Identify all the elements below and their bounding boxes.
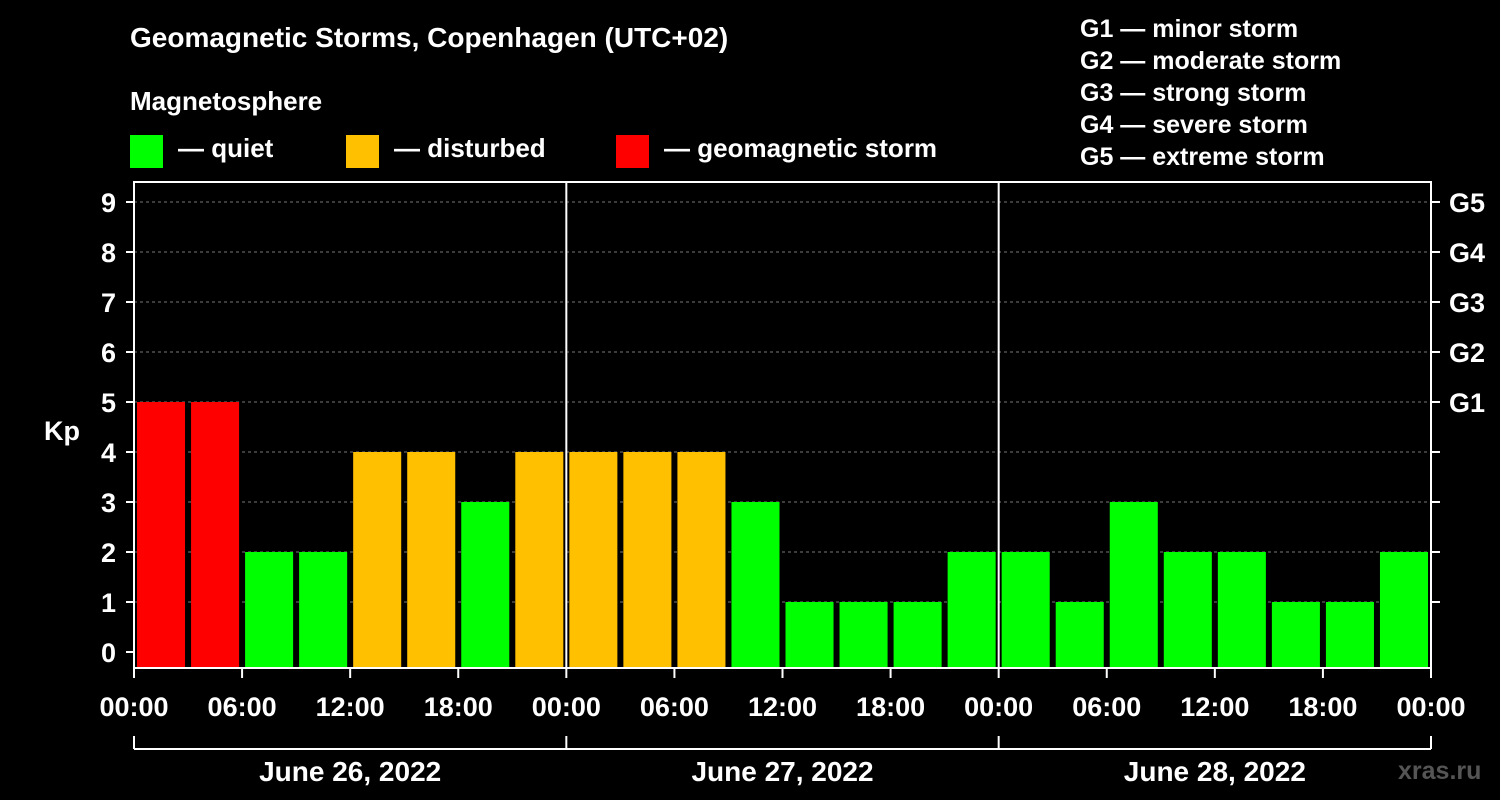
kp-bar-2 bbox=[245, 552, 294, 668]
kp-bar-5 bbox=[407, 452, 456, 668]
legend-label-quiet: — quiet bbox=[178, 133, 274, 163]
legend-label-disturbed: — disturbed bbox=[394, 133, 546, 163]
x-tick-label: 00:00 bbox=[532, 692, 601, 722]
kp-bar-17 bbox=[1055, 602, 1104, 668]
kp-bar-15 bbox=[947, 552, 996, 668]
y-tick-label: 5 bbox=[101, 388, 116, 418]
legend-label-storm: — geomagnetic storm bbox=[664, 133, 938, 163]
y-tick-label: 7 bbox=[101, 288, 116, 318]
x-tick-label: 12:00 bbox=[316, 692, 385, 722]
date-label: June 26, 2022 bbox=[259, 756, 441, 787]
g-legend-g4: G4 — severe storm bbox=[1080, 111, 1308, 139]
g-level-label: G5 bbox=[1449, 188, 1485, 218]
kp-bar-16 bbox=[1001, 552, 1050, 668]
legend-swatch-storm bbox=[616, 135, 649, 168]
kp-bar-11 bbox=[731, 502, 780, 668]
kp-bar-1 bbox=[191, 402, 240, 668]
chart-title: Geomagnetic Storms, Copenhagen (UTC+02) bbox=[130, 22, 729, 53]
g-legend-g1: G1 — minor storm bbox=[1080, 15, 1299, 43]
kp-bar-20 bbox=[1217, 552, 1266, 668]
x-tick-label: 06:00 bbox=[208, 692, 277, 722]
watermark: xras.ru bbox=[1398, 757, 1482, 785]
y-tick-label: 9 bbox=[101, 188, 116, 218]
g-level-label: G1 bbox=[1449, 388, 1485, 418]
y-tick-label: 3 bbox=[101, 488, 116, 518]
x-tick-label: 00:00 bbox=[964, 692, 1033, 722]
y-axis-label: Kp bbox=[44, 416, 80, 446]
kp-bar-0 bbox=[137, 402, 186, 668]
kp-bar-19 bbox=[1163, 552, 1212, 668]
kp-bar-14 bbox=[893, 602, 942, 668]
kp-bar-10 bbox=[677, 452, 726, 668]
g-level-label: G2 bbox=[1449, 338, 1485, 368]
y-tick-label: 6 bbox=[101, 338, 116, 368]
kp-bar-18 bbox=[1109, 502, 1158, 668]
date-label: June 28, 2022 bbox=[1124, 756, 1306, 787]
g-level-label: G4 bbox=[1449, 238, 1485, 268]
x-tick-label: 18:00 bbox=[856, 692, 925, 722]
kp-bar-6 bbox=[461, 502, 510, 668]
chart-subtitle: Magnetosphere bbox=[130, 86, 323, 116]
date-label: June 27, 2022 bbox=[691, 756, 873, 787]
legend-swatch-quiet bbox=[130, 135, 163, 168]
kp-bar-3 bbox=[299, 552, 348, 668]
kp-bar-9 bbox=[623, 452, 672, 668]
x-tick-label: 18:00 bbox=[1288, 692, 1357, 722]
y-tick-label: 1 bbox=[101, 588, 116, 618]
x-tick-label: 00:00 bbox=[1396, 692, 1465, 722]
kp-bar-23 bbox=[1379, 552, 1428, 668]
g-level-label: G3 bbox=[1449, 288, 1485, 318]
g-legend-g2: G2 — moderate storm bbox=[1080, 47, 1342, 75]
kp-bar-4 bbox=[353, 452, 402, 668]
kp-bar-21 bbox=[1271, 602, 1320, 668]
y-tick-label: 2 bbox=[101, 538, 116, 568]
kp-bar-13 bbox=[839, 602, 888, 668]
x-tick-label: 06:00 bbox=[640, 692, 709, 722]
x-tick-label: 12:00 bbox=[1180, 692, 1249, 722]
g-legend-g3: G3 — strong storm bbox=[1080, 79, 1307, 107]
y-tick-label: 4 bbox=[101, 438, 116, 468]
x-tick-label: 18:00 bbox=[424, 692, 493, 722]
y-tick-label: 0 bbox=[101, 638, 116, 668]
kp-bar-22 bbox=[1325, 602, 1374, 668]
x-tick-label: 12:00 bbox=[748, 692, 817, 722]
legend-swatch-disturbed bbox=[346, 135, 379, 168]
y-tick-label: 8 bbox=[101, 238, 116, 268]
x-tick-label: 06:00 bbox=[1072, 692, 1141, 722]
kp-bar-8 bbox=[569, 452, 618, 668]
g-legend-g5: G5 — extreme storm bbox=[1080, 143, 1325, 171]
x-tick-label: 00:00 bbox=[99, 692, 168, 722]
kp-bar-12 bbox=[785, 602, 834, 668]
kp-bar-7 bbox=[515, 452, 564, 668]
